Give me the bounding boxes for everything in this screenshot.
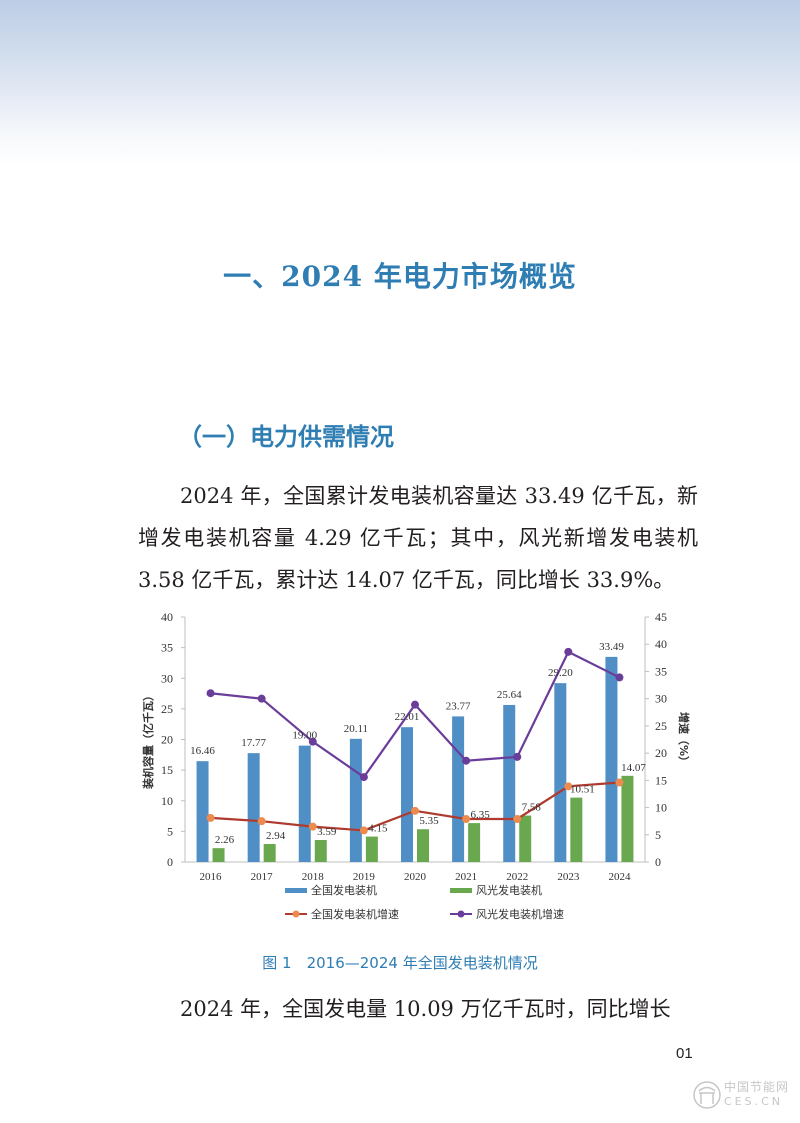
svg-text:5: 5 — [655, 828, 661, 842]
bar-total-2016 — [196, 761, 209, 862]
svg-text:2021: 2021 — [455, 871, 477, 883]
bar-wind-solar-2018 — [314, 840, 327, 862]
body-paragraph-1: 2024 年，全国累计发电装机容量达 33.49 亿千瓦，新增发电装机容量 4.… — [138, 484, 698, 592]
svg-text:2020: 2020 — [404, 871, 427, 883]
svg-text:2018: 2018 — [302, 871, 325, 883]
svg-text:16.46: 16.46 — [190, 745, 215, 757]
svg-text:0: 0 — [655, 855, 661, 869]
svg-text:29.20: 29.20 — [548, 667, 573, 679]
svg-text:15: 15 — [161, 763, 173, 777]
svg-text:40: 40 — [161, 610, 173, 624]
bar-total-2023 — [554, 683, 567, 862]
figure-caption: 图 1 2016—2024 年全国发电装机情况 — [262, 954, 538, 972]
svg-text:20.11: 20.11 — [344, 723, 368, 735]
bar-wind-solar-2016 — [212, 848, 225, 862]
svg-text:10: 10 — [655, 801, 667, 815]
svg-text:全国发电装机增速: 全国发电装机增速 — [311, 907, 399, 921]
svg-text:4.15: 4.15 — [368, 823, 388, 835]
svg-text:3.59: 3.59 — [317, 826, 337, 838]
svg-text:6.35: 6.35 — [470, 809, 490, 821]
svg-text:30: 30 — [655, 692, 667, 706]
svg-text:全国发电装机: 全国发电装机 — [311, 883, 377, 897]
svg-text:2.26: 2.26 — [215, 834, 235, 846]
svg-text:22.01: 22.01 — [395, 711, 420, 723]
bar-total-2017 — [247, 753, 260, 862]
bar-wind-solar-2020 — [417, 829, 429, 862]
chapter-title: 一、2024 年电力市场概览 — [223, 260, 577, 293]
watermark-text-cn: 中国节能网 — [724, 1080, 790, 1094]
svg-text:25.64: 25.64 — [497, 689, 522, 701]
bar-wind-solar-2019 — [365, 836, 378, 862]
watermark-text-en: CES.CN — [724, 1095, 784, 1108]
svg-text:25: 25 — [161, 702, 173, 716]
svg-text:20: 20 — [655, 746, 667, 760]
chart-bars — [196, 656, 634, 862]
bar-wind-solar-2021 — [468, 823, 481, 862]
bar-total-2019 — [349, 738, 362, 862]
svg-text:10.51: 10.51 — [570, 784, 595, 796]
svg-text:装机容量（亿千瓦）: 装机容量（亿千瓦） — [141, 690, 155, 790]
svg-text:5.35: 5.35 — [419, 815, 439, 827]
ces-logo-icon — [693, 1081, 721, 1109]
svg-text:45: 45 — [655, 610, 667, 624]
svg-text:19.00: 19.00 — [292, 730, 317, 742]
svg-text:10: 10 — [161, 794, 173, 808]
svg-text:14.07: 14.07 — [621, 762, 646, 774]
svg-text:30: 30 — [161, 671, 173, 685]
svg-text:2017: 2017 — [251, 871, 274, 883]
bar-wind-solar-2022 — [519, 815, 532, 862]
body-paragraph-2: 2024 年，全国发电量 10.09 万亿千瓦时，同比增长 — [180, 997, 671, 1021]
svg-text:35: 35 — [655, 664, 667, 678]
svg-text:2024: 2024 — [608, 871, 631, 883]
svg-text:40: 40 — [655, 637, 667, 651]
svg-text:25: 25 — [655, 719, 667, 733]
page-number: 01 — [676, 1045, 693, 1062]
svg-text:风光发电装机: 风光发电装机 — [476, 883, 542, 897]
header-gradient-band — [0, 0, 800, 165]
svg-text:风光发电装机增速: 风光发电装机增速 — [476, 907, 564, 921]
svg-text:2.94: 2.94 — [266, 830, 286, 842]
svg-text:2019: 2019 — [353, 871, 376, 883]
svg-text:2023: 2023 — [557, 871, 580, 883]
capacity-chart: 0 5 10 15 20 25 30 35 40 0 5 10 15 20 25 30 35 40 45 2016 20… — [130, 605, 691, 935]
svg-text:5: 5 — [167, 824, 173, 838]
bar-total-2022 — [503, 704, 516, 862]
svg-text:7.58: 7.58 — [522, 802, 542, 814]
section-title: （一）电力供需情况 — [178, 423, 394, 451]
bar-total-2024 — [605, 656, 618, 862]
svg-text:2022: 2022 — [506, 871, 528, 883]
svg-text:33.49: 33.49 — [599, 641, 624, 653]
svg-text:15: 15 — [655, 773, 667, 787]
bar-total-2021 — [452, 716, 465, 862]
chart-data-labels: 16.46 17.77 19.00 20.11 22.01 23.77 25.64 29.20… — [190, 641, 646, 846]
bar-wind-solar-2023 — [570, 797, 583, 862]
bar-total-2020 — [401, 727, 413, 862]
svg-text:增速（%）: 增速（%） — [677, 712, 690, 767]
svg-text:23.77: 23.77 — [446, 700, 471, 712]
svg-text:17.77: 17.77 — [241, 737, 266, 749]
bar-total-2018 — [298, 745, 311, 862]
svg-text:0: 0 — [167, 855, 173, 869]
bar-wind-solar-2024 — [621, 775, 634, 862]
svg-text:2016: 2016 — [200, 871, 223, 883]
chart-axes: 0 5 10 15 20 25 30 35 40 0 5 10 15 20 25 30 35 40 45 2016 20… — [141, 610, 691, 883]
svg-text:35: 35 — [161, 641, 173, 655]
chart-lines — [206, 647, 624, 835]
bar-wind-solar-2017 — [263, 843, 276, 862]
svg-text:20: 20 — [161, 733, 173, 747]
watermark-logo: 中国节能网 CES.CN — [692, 1078, 797, 1118]
